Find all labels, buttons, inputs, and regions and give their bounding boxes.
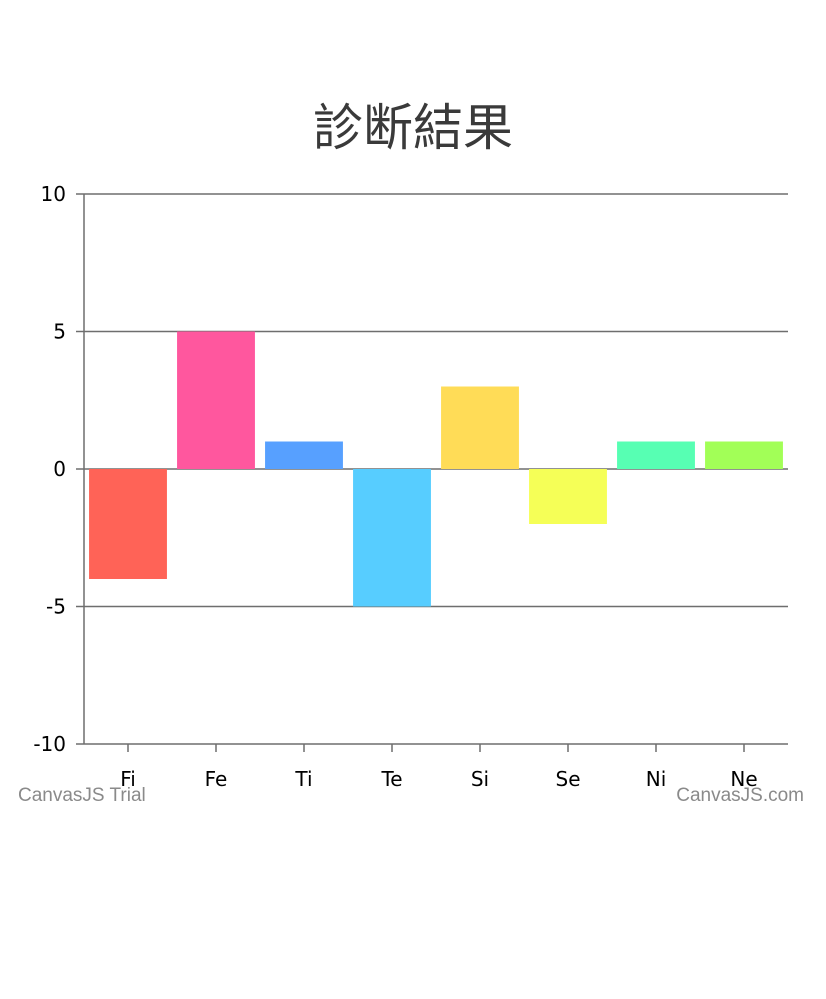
x-tick-label: Te [380, 767, 402, 791]
bar-se[interactable] [529, 469, 607, 524]
y-tick-label: -10 [33, 732, 66, 756]
bar-fe[interactable] [177, 331, 255, 470]
axes [76, 193, 788, 752]
x-tick-label: Fe [205, 767, 228, 791]
bar-ni[interactable] [617, 441, 695, 470]
x-tick-label: Ni [646, 767, 667, 791]
bar-ti[interactable] [265, 441, 343, 470]
bars [89, 331, 783, 607]
y-tick-label: 10 [41, 182, 66, 206]
bar-ne[interactable] [705, 441, 783, 470]
y-tick-label: -5 [46, 595, 66, 619]
x-axis-tick-labels: Fi Fe Ti Te Si Se Ni Ne [120, 767, 757, 791]
x-tick-label: Si [471, 767, 489, 791]
y-tick-label: 0 [53, 457, 66, 481]
chart-title: 診断結果 [313, 99, 513, 157]
bar-te[interactable] [353, 469, 431, 607]
y-tick-label: 5 [53, 320, 66, 344]
watermark-right[interactable]: CanvasJS.com [676, 785, 804, 806]
x-tick-label: Ne [730, 767, 757, 791]
bar-si[interactable] [441, 386, 519, 470]
x-tick-label: Ti [294, 767, 312, 791]
bar-fi[interactable] [89, 469, 167, 579]
x-tick-label: Fi [120, 767, 136, 791]
watermark-left[interactable]: CanvasJS Trial [18, 785, 146, 806]
x-tick-label: Se [556, 767, 581, 791]
y-axis-tick-labels: 10 5 0 -5 -10 [33, 182, 66, 756]
